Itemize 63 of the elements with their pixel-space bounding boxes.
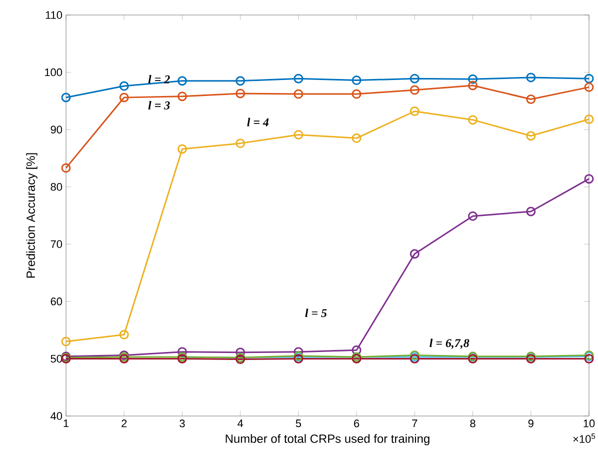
x-tick-label: 10: [584, 420, 595, 428]
point: [410, 85, 420, 95]
x-tick-label: 7: [412, 420, 418, 428]
point: [294, 130, 304, 140]
point: [468, 74, 478, 84]
point: [119, 81, 129, 91]
text: ×10$^{5}$: [573, 434, 596, 443]
y-tick-label: 80: [50, 182, 62, 191]
point: [584, 82, 594, 92]
point: [177, 144, 187, 154]
x-tick-label: 8: [470, 420, 476, 428]
x-tick-label: 4: [238, 420, 244, 428]
y-tick-label: 100: [45, 68, 62, 76]
point: [177, 76, 187, 86]
point: [61, 92, 71, 102]
annotation: l = 6,7,8: [430, 338, 470, 349]
point: [410, 106, 420, 116]
point: [352, 133, 362, 143]
point: [61, 163, 71, 173]
point: [410, 249, 420, 259]
point: [119, 92, 129, 102]
x-tick-label: 1: [64, 420, 69, 428]
point: [236, 76, 246, 86]
point: [352, 89, 362, 99]
point: [468, 80, 478, 90]
point: [294, 89, 304, 99]
x-tick-label: 2: [122, 420, 127, 428]
annotation: l = 5: [305, 308, 327, 318]
point: [177, 347, 187, 357]
y-tick-label: 90: [50, 126, 62, 134]
point: [236, 138, 246, 148]
point: [352, 345, 362, 355]
x-axis-title: Number of total CRPs used for training: [226, 434, 430, 446]
annotation: l = 2: [148, 75, 170, 84]
x-tick-label: 9: [528, 420, 534, 428]
point: [294, 74, 304, 84]
x-tick-label: 6: [354, 420, 360, 428]
point: [61, 336, 71, 346]
annotation: l = 4: [247, 118, 269, 126]
point: [468, 211, 478, 221]
y-tick-label: 110: [46, 11, 62, 19]
point: [526, 72, 536, 82]
point: [468, 115, 478, 125]
point: [584, 74, 594, 84]
y-tick-label: 40: [50, 412, 62, 420]
point: [177, 92, 187, 102]
point: [584, 174, 594, 184]
point: [526, 131, 536, 141]
point: [294, 347, 304, 357]
point: [236, 348, 246, 358]
x-tick-label: 5: [296, 420, 302, 428]
x-tick-label: 3: [180, 420, 185, 428]
y-axis-title: Prediction Accuracy [%]: [26, 153, 38, 278]
point: [584, 114, 594, 124]
point: [526, 94, 536, 104]
annotation: l = 3: [148, 101, 170, 110]
point: [236, 88, 246, 98]
point: [410, 74, 420, 84]
point: [526, 206, 536, 216]
y-tick-label: 70: [50, 240, 62, 248]
y-tick-label: 60: [50, 298, 62, 306]
point: [119, 330, 129, 340]
point: [352, 76, 362, 86]
